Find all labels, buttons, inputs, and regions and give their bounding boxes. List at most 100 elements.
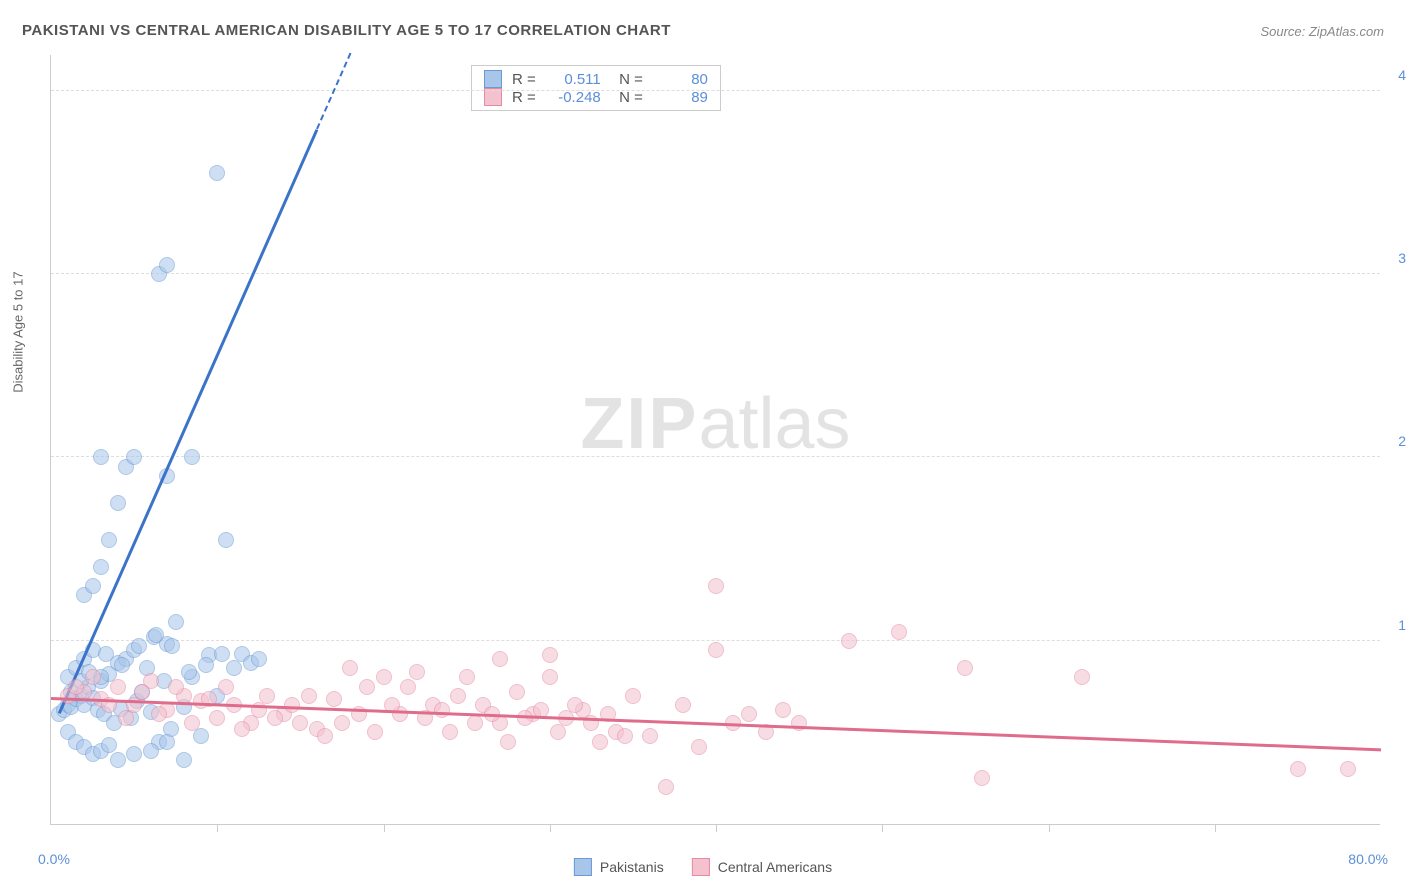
pakistanis-point: [110, 752, 126, 768]
central_americans-point: [301, 688, 317, 704]
central_americans-point: [791, 715, 807, 731]
n-label: N =: [611, 71, 643, 88]
central_americans-point: [218, 679, 234, 695]
pakistanis-point: [114, 657, 130, 673]
pakistanis-point: [176, 752, 192, 768]
correlation-legend: R =0.511 N =80R =-0.248 N =89: [471, 65, 721, 111]
gridline: [51, 90, 1380, 91]
pakistanis-point: [198, 657, 214, 673]
legend-label: Central Americans: [718, 859, 832, 875]
central_americans-point: [134, 684, 150, 700]
pakistanis-point: [101, 737, 117, 753]
legend-item: Pakistanis: [574, 858, 664, 876]
gridline: [51, 640, 1380, 641]
central_americans-point: [500, 734, 516, 750]
central_americans-point: [184, 715, 200, 731]
watermark: ZIPatlas: [580, 383, 850, 465]
x-tick: [882, 824, 883, 832]
central_americans-point: [509, 684, 525, 700]
pakistanis-point: [209, 165, 225, 181]
central_americans-point: [1074, 669, 1090, 685]
central_americans-point: [492, 651, 508, 667]
pakistanis-point: [214, 646, 230, 662]
central_americans-point: [467, 715, 483, 731]
legend-swatch-icon: [574, 858, 592, 876]
central_americans-point: [567, 697, 583, 713]
central_americans-point: [85, 669, 101, 685]
x-tick: [550, 824, 551, 832]
x-tick: [217, 824, 218, 832]
pakistanis-point: [181, 664, 197, 680]
legend-swatch-icon: [692, 858, 710, 876]
central_americans-point: [400, 679, 416, 695]
chart-title: PAKISTANI VS CENTRAL AMERICAN DISABILITY…: [22, 22, 671, 39]
r-label: R =: [512, 71, 536, 88]
pakistanis-point: [148, 627, 164, 643]
central_americans-point: [1290, 761, 1306, 777]
central_americans-point: [691, 739, 707, 755]
central_americans-point: [542, 647, 558, 663]
pakistanis-point: [159, 734, 175, 750]
central_americans-point: [168, 679, 184, 695]
central_americans-point: [359, 679, 375, 695]
pakistanis-point: [164, 638, 180, 654]
y-axis-title: Disability Age 5 to 17: [11, 271, 26, 392]
pakistanis-point: [184, 449, 200, 465]
n-value: 80: [653, 71, 708, 88]
central_americans-point: [434, 702, 450, 718]
central_americans-point: [284, 697, 300, 713]
central_americans-point: [625, 688, 641, 704]
central_americans-point: [617, 728, 633, 744]
central_americans-point: [642, 728, 658, 744]
central_americans-point: [708, 642, 724, 658]
pakistanis-point: [126, 449, 142, 465]
pakistanis-point: [168, 614, 184, 630]
central_americans-point: [592, 734, 608, 750]
gridline: [51, 456, 1380, 457]
correlation-row: R =-0.248 N =89: [484, 88, 708, 106]
central_americans-point: [775, 702, 791, 718]
pakistanis-point: [226, 660, 242, 676]
correlation-row: R = 0.511 N = 80: [484, 70, 708, 88]
pakistanis-point: [159, 257, 175, 273]
central_americans-point: [957, 660, 973, 676]
central_americans-point: [658, 779, 674, 795]
plot-area: ZIPatlas R =0.511 N =80R =-0.248 N =89 1…: [50, 55, 1380, 825]
pakistanis-point: [143, 743, 159, 759]
legend-swatch-icon: [484, 88, 502, 106]
pakistanis-point: [85, 578, 101, 594]
legend-swatch-icon: [484, 70, 502, 88]
central_americans-point: [342, 660, 358, 676]
central_americans-point: [326, 691, 342, 707]
y-tick-label: 10.0%: [1398, 617, 1406, 633]
pakistanis-point: [93, 559, 109, 575]
r-value: -0.248: [546, 89, 601, 106]
x-tick: [1215, 824, 1216, 832]
y-tick-label: 40.0%: [1398, 67, 1406, 83]
central_americans-point: [841, 633, 857, 649]
pakistanis-point: [93, 449, 109, 465]
pakistanis-point: [218, 532, 234, 548]
r-label: R =: [512, 89, 536, 106]
central_americans-point: [376, 669, 392, 685]
series-legend: Pakistanis Central Americans: [574, 858, 832, 876]
pakistanis-point: [131, 638, 147, 654]
central_americans-point: [334, 715, 350, 731]
source-credit: Source: ZipAtlas.com: [1260, 24, 1384, 39]
central_americans-point: [409, 664, 425, 680]
central_americans-point: [292, 715, 308, 731]
legend-item: Central Americans: [692, 858, 832, 876]
pakistanis-point: [110, 495, 126, 511]
x-axis-max-label: 80.0%: [1348, 851, 1388, 867]
y-tick-label: 30.0%: [1398, 250, 1406, 266]
central_americans-point: [267, 710, 283, 726]
central_americans-point: [450, 688, 466, 704]
central_americans-point: [891, 624, 907, 640]
legend-label: Pakistanis: [600, 859, 664, 875]
central_americans-point: [68, 679, 84, 695]
central_americans-point: [974, 770, 990, 786]
r-value: 0.511: [546, 71, 601, 88]
x-tick: [1049, 824, 1050, 832]
central_americans-point: [110, 679, 126, 695]
central_americans-point: [542, 669, 558, 685]
